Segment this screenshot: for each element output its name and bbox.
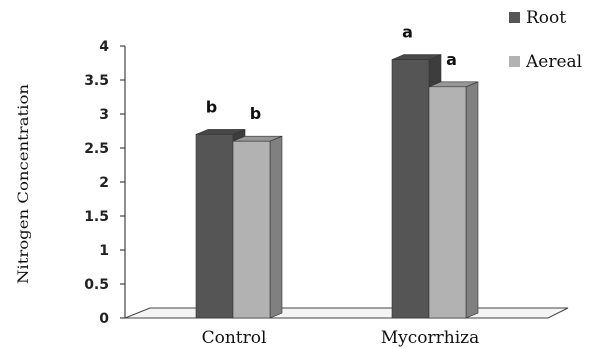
y-tick-label: 2.5: [84, 141, 109, 157]
x-category-label: Control: [202, 328, 267, 348]
significance-label: b: [250, 104, 261, 123]
y-tick-label: 2: [99, 175, 109, 191]
legend-label: Aereal: [525, 52, 582, 72]
y-tick-label: 1.5: [84, 209, 109, 225]
x-category-label: Mycorrhiza: [381, 328, 480, 348]
chart-axes: 0 0.5 1 1.5 2 2.5 3 3.5 4: [84, 39, 126, 327]
y-tick-label: 0: [99, 311, 109, 327]
legend-swatch: [509, 12, 520, 23]
label-group: b b Control a a Mycorrhiza: [202, 23, 480, 348]
y-tick-label: 0.5: [84, 277, 109, 293]
significance-label: a: [446, 50, 457, 69]
bar-aereal-mycorrhiza: [428, 81, 479, 319]
legend: Root Aereal: [509, 8, 582, 72]
significance-label: a: [402, 23, 413, 42]
y-tick-label: 3.5: [84, 73, 109, 89]
significance-label: b: [206, 97, 217, 116]
y-axis-title: Nitrogen Concentration: [16, 84, 32, 284]
legend-label: Root: [526, 8, 566, 28]
legend-item-aereal: Aereal: [509, 52, 582, 72]
y-tick-label: 1: [99, 243, 109, 259]
floor-plane: [124, 307, 569, 319]
chart-floor: [124, 307, 569, 324]
bar-aereal-control: [232, 135, 283, 319]
y-tick-label: 4: [99, 39, 109, 55]
bar-group: [195, 54, 479, 319]
y-tick-label: 3: [99, 107, 109, 123]
legend-item-root: Root: [509, 8, 566, 28]
legend-swatch: [509, 56, 520, 67]
